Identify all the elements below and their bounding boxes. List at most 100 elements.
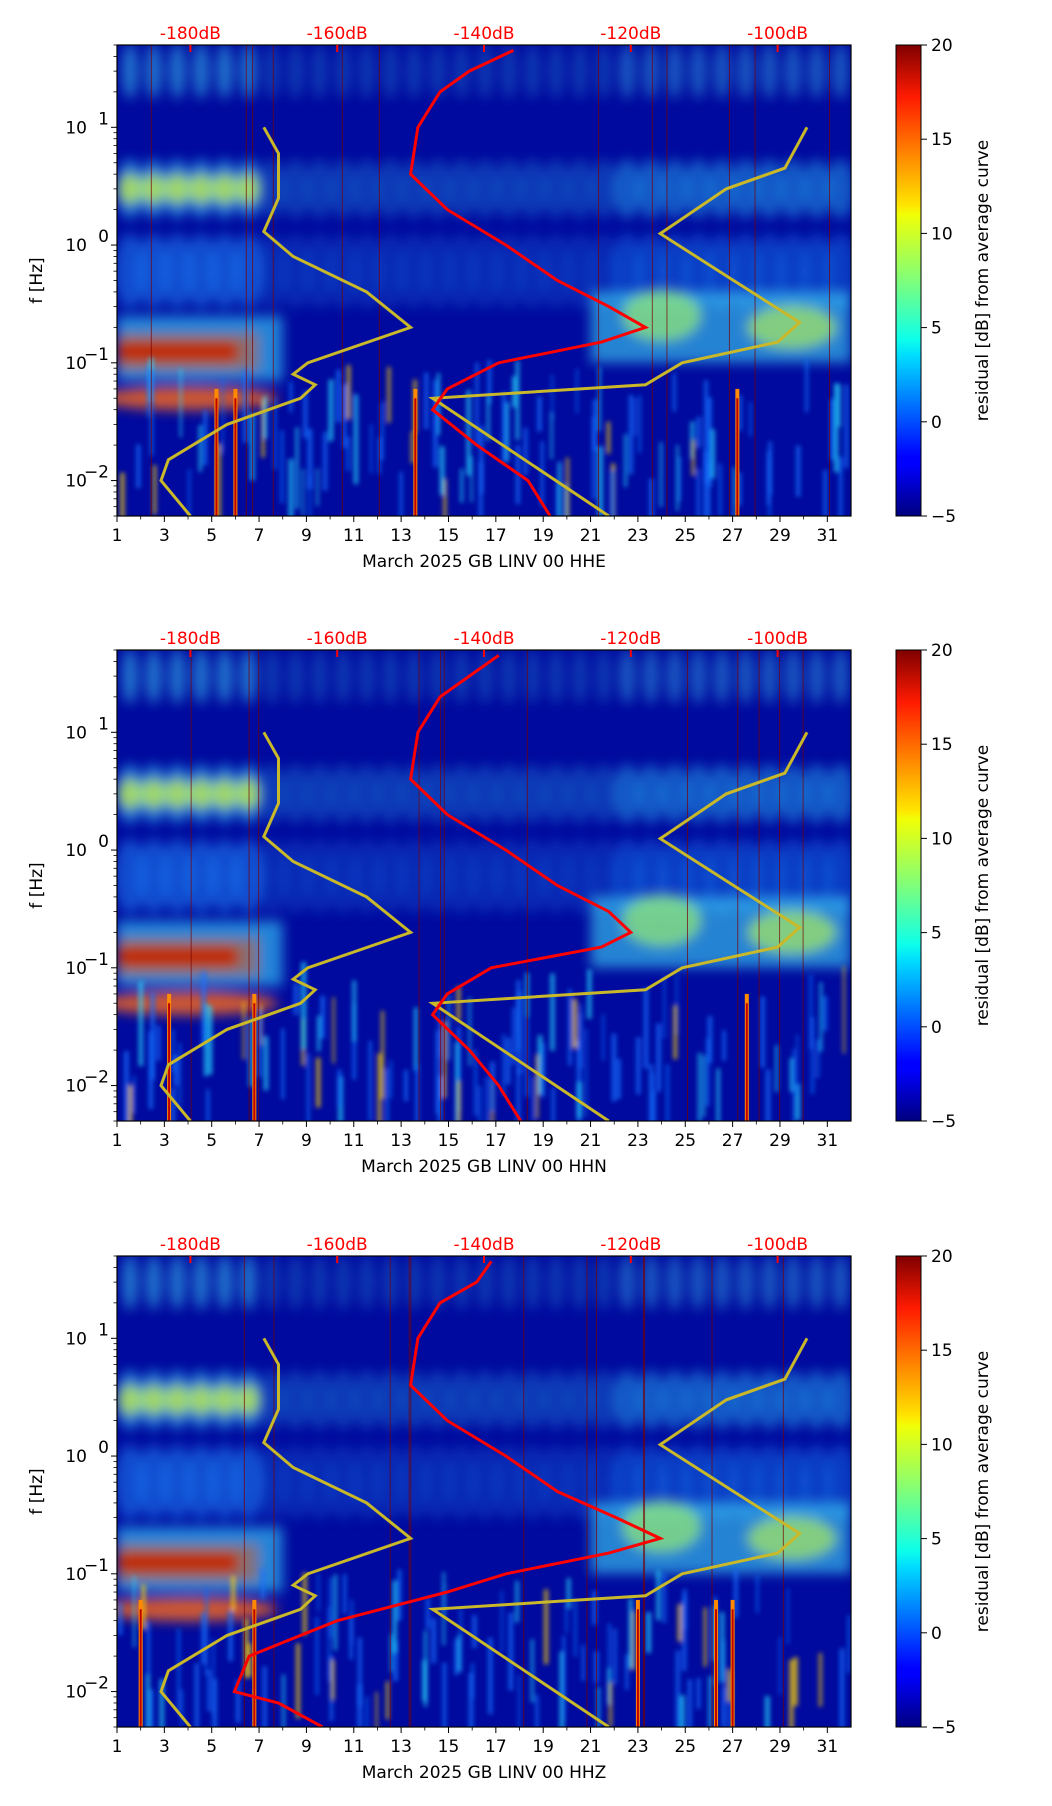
diurnal-band [352,763,381,824]
y-tick-label: 10 [65,1447,87,1467]
diurnal-band [421,1444,454,1521]
mean-psd-curve [408,49,650,516]
x-tick-label: 17 [485,526,507,546]
x-tick-label: 3 [159,526,170,546]
x-tick-label: 5 [206,526,217,546]
colorbar: 20 15 10 5 0 −5 residual [dB] from average cur… [895,36,993,527]
diurnal-band [753,233,786,310]
diurnal-peak [141,777,166,810]
speckle [707,397,713,487]
speckle [598,367,601,432]
event-spike-core [736,398,739,516]
diurnal-band [193,650,210,705]
speckle [591,416,596,500]
diurnal-band [690,650,707,705]
speckle [136,444,141,489]
speckle [650,1073,654,1121]
speckle [447,994,450,1060]
speckle [703,451,708,516]
y-tick-base: 10 [65,1077,87,1097]
speckle [392,1580,397,1654]
speckle [749,401,752,437]
x-axis-label: March 2025 GB LINV 00 HHN [361,1157,607,1177]
diurnal-band [398,233,431,310]
diurnal-band [784,650,801,705]
x-tick-label: 25 [674,1737,696,1757]
speckle [468,1672,474,1727]
speckle [690,421,695,459]
speckle [703,380,709,446]
speckle [128,1085,133,1121]
db-tick-label: -120dB [600,24,661,44]
y-axis: 10−210−110 010 1f [Hz] [27,649,117,1122]
speckle [352,980,356,1042]
speckle [152,465,157,515]
diurnal-band [327,838,360,915]
speckle [720,1612,725,1683]
diurnal-band [350,838,383,915]
speckle [456,986,461,1022]
diurnal-band [137,838,170,915]
db-tick-label: -120dB [600,629,661,649]
speckle [572,998,578,1049]
diurnal-band [565,763,594,824]
diurnal-band [374,838,407,915]
speckle [833,383,839,473]
diurnal-band [232,233,265,310]
diurnal-peak [212,777,237,810]
event-spike-core [168,1003,171,1121]
diurnal-band [264,45,281,100]
x-tick-label: 11 [343,1737,365,1757]
diurnal-band [469,1444,502,1521]
microseism-peak [621,289,702,342]
speckle [485,1076,489,1121]
nhnm-curve [428,1337,809,1727]
diurnal-band [516,1444,549,1521]
speckle [706,1037,710,1107]
y-tick-base: 10 [65,1329,87,1349]
speckle [581,1644,585,1682]
diurnal-band [137,233,170,310]
speckle [414,1007,418,1071]
speckle [718,463,722,516]
speckle [562,1635,566,1721]
speckle [307,428,313,490]
diurnal-band [548,1256,565,1311]
diurnal-band [548,650,565,705]
speckle [487,1637,493,1715]
diurnal-band [713,45,730,100]
speckle [579,1004,582,1041]
microseism-peak [746,1516,837,1561]
colorbar-tick-label: 0 [931,1624,942,1644]
diurnal-band [423,1369,452,1430]
speckle [635,1037,641,1095]
speckle [459,1608,462,1673]
diurnal-band [666,1256,683,1311]
db-tick-label: -180dB [160,1235,221,1255]
diurnal-band [540,233,573,310]
y-tick-base: 10 [65,841,87,861]
diurnal-band [642,650,659,705]
diurnal-band [453,650,470,705]
speckle [207,1669,211,1712]
y-tick-base: 10 [65,723,87,743]
diurnal-band [185,838,218,915]
speckle [535,1054,539,1119]
speckle [198,425,202,472]
event-spike-core [253,1609,256,1727]
speckle [466,389,471,476]
diurnal-band [642,45,659,100]
diurnal-band [778,763,807,824]
diurnal-band [494,1369,523,1430]
diurnal-peak [118,777,143,810]
diurnal-band [784,45,801,100]
speckle [263,1036,269,1091]
speckle [171,1029,175,1073]
diurnal-band [421,233,454,310]
diurnal-band [398,1444,431,1521]
speckle [149,1689,154,1727]
speckle [829,398,834,461]
